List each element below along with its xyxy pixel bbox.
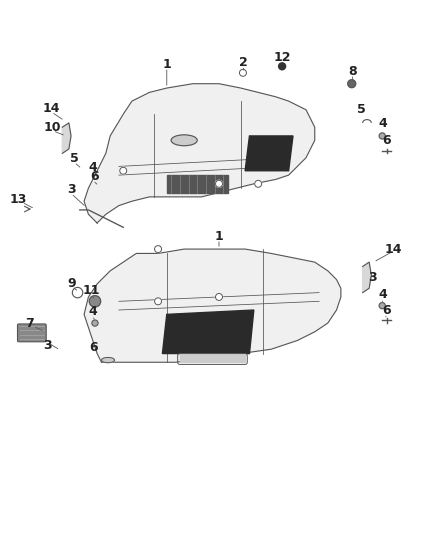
Circle shape [279,63,286,70]
Text: 9: 9 [67,277,76,289]
Text: 4: 4 [88,305,97,318]
Text: 11: 11 [83,285,100,297]
Text: 12: 12 [274,51,291,64]
Polygon shape [363,262,371,293]
Text: 10: 10 [44,121,61,134]
Text: 14: 14 [42,102,60,116]
Circle shape [215,294,223,301]
Text: 1: 1 [162,58,171,70]
Text: 6: 6 [382,134,391,147]
Circle shape [254,180,261,187]
Text: 4: 4 [378,288,387,301]
Text: 7: 7 [25,317,34,329]
Text: 4: 4 [88,161,97,174]
Ellipse shape [102,358,115,362]
Text: 3: 3 [368,271,377,284]
Text: 1: 1 [215,230,223,243]
Circle shape [379,133,385,139]
Circle shape [92,320,98,326]
Circle shape [89,296,101,307]
Circle shape [379,303,385,309]
Text: 6: 6 [382,303,391,317]
Polygon shape [167,175,228,192]
Ellipse shape [171,135,197,146]
Polygon shape [84,84,315,223]
Text: 5: 5 [357,103,366,116]
Text: 2: 2 [239,56,247,69]
Polygon shape [62,123,71,154]
Polygon shape [245,136,293,171]
Circle shape [215,180,223,187]
Text: 8: 8 [348,65,357,78]
Text: 4: 4 [378,117,387,130]
Text: 3: 3 [43,339,51,352]
FancyBboxPatch shape [18,324,46,342]
Circle shape [348,80,356,87]
Text: 13: 13 [9,192,27,206]
Text: 3: 3 [67,183,75,196]
Circle shape [155,246,162,253]
Circle shape [240,69,247,76]
Polygon shape [162,310,254,353]
Text: 6: 6 [89,341,98,354]
Circle shape [120,167,127,174]
Polygon shape [84,249,341,362]
Text: 5: 5 [70,152,78,165]
Text: 6: 6 [91,171,99,183]
Circle shape [72,287,83,298]
Circle shape [155,298,162,305]
Polygon shape [180,353,245,362]
Text: 14: 14 [384,243,402,256]
